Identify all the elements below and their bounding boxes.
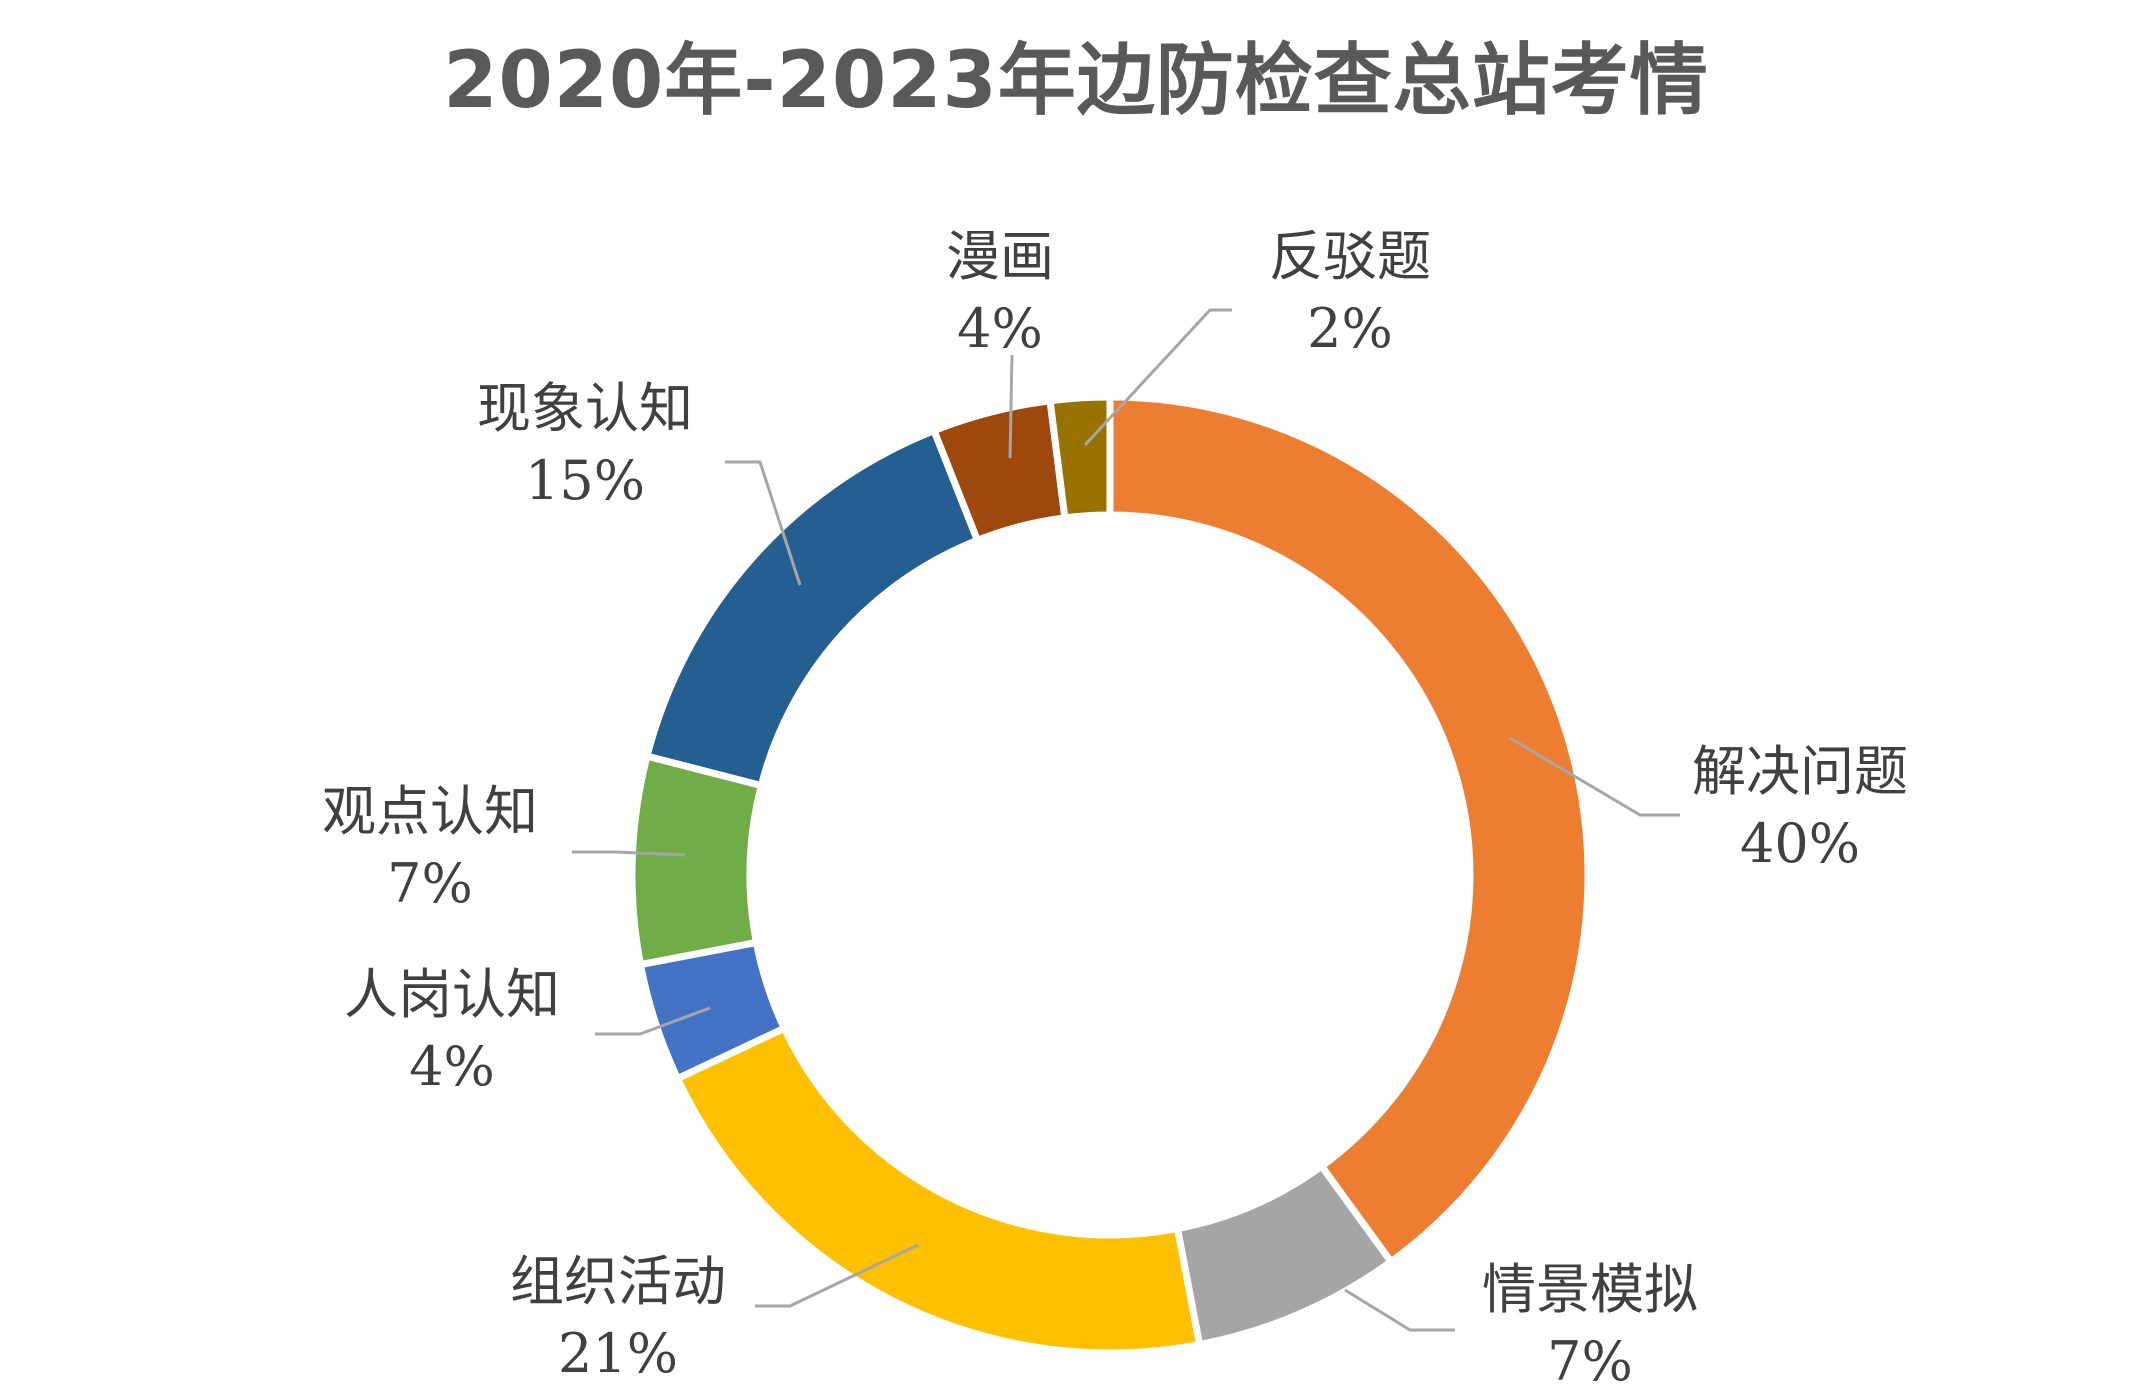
category-label-6: 现象认知	[477, 377, 693, 440]
donut-slices	[628, 393, 1592, 1357]
value-label-7: 4%	[957, 297, 1043, 360]
leader-line-8	[1083, 308, 1232, 447]
data-labels: 解决问题 40% 情景模拟 7% 组织活动 21% 人岗认知 4% 观点认知 7% 现象认知 15% 漫…	[322, 225, 1908, 1386]
leader-line-5	[572, 850, 686, 857]
slice-6	[642, 426, 983, 790]
leader-line-7	[1008, 354, 1014, 459]
value-label-4: 4%	[409, 1035, 495, 1098]
value-label-5: 7%	[387, 852, 473, 915]
slice-8	[1046, 393, 1114, 522]
leader-line-3	[755, 1243, 919, 1308]
slice-5	[628, 751, 766, 969]
category-label-3: 组织活动	[510, 1250, 726, 1313]
leader-line-4	[595, 1006, 711, 1036]
value-label-2: 7%	[1547, 1330, 1633, 1386]
value-label-3: 21%	[558, 1322, 678, 1385]
slice-1	[1106, 393, 1592, 1267]
value-label-8: 2%	[1307, 297, 1393, 360]
leader-lines	[572, 308, 1680, 1332]
category-label-1: 解决问题	[1692, 740, 1908, 803]
chart-title: 2020年-2023年边防检查总站考情	[443, 36, 1709, 126]
slice-3	[672, 1023, 1204, 1357]
leader-line-2	[1344, 1288, 1455, 1332]
category-label-2: 情景模拟	[1482, 1258, 1698, 1321]
leader-line-1	[1509, 736, 1680, 817]
value-label-1: 40%	[1740, 812, 1860, 875]
value-label-6: 15%	[525, 449, 645, 512]
category-label-5: 观点认知	[322, 780, 538, 843]
leader-line-6	[725, 460, 802, 586]
category-label-7: 漫画	[946, 225, 1054, 288]
category-label-4: 人岗认知	[344, 963, 560, 1026]
category-label-8: 反驳题	[1269, 225, 1431, 288]
